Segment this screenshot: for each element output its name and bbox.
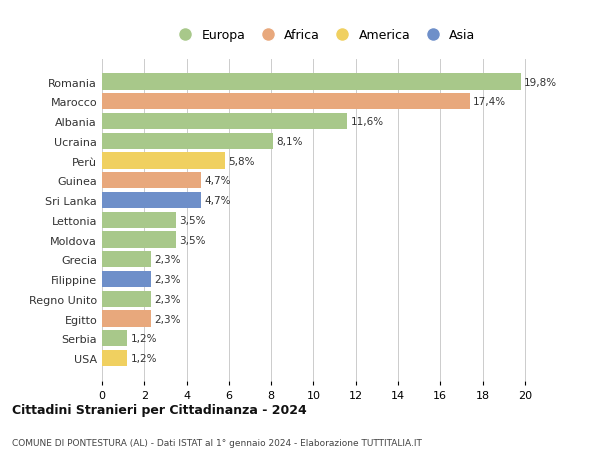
- Text: 1,2%: 1,2%: [131, 353, 157, 363]
- Bar: [102, 173, 202, 189]
- Text: 4,7%: 4,7%: [205, 176, 231, 186]
- Bar: [102, 350, 127, 366]
- Legend: Europa, Africa, America, Asia: Europa, Africa, America, Asia: [167, 24, 481, 47]
- Bar: [102, 291, 151, 307]
- Text: Cittadini Stranieri per Cittadinanza - 2024: Cittadini Stranieri per Cittadinanza - 2…: [12, 403, 307, 416]
- Text: 11,6%: 11,6%: [350, 117, 383, 127]
- Text: 3,5%: 3,5%: [179, 215, 206, 225]
- Bar: [102, 153, 224, 169]
- Bar: [102, 311, 151, 327]
- Bar: [102, 271, 151, 287]
- Bar: [102, 252, 151, 268]
- Text: 2,3%: 2,3%: [154, 255, 181, 265]
- Bar: [102, 192, 202, 209]
- Bar: [102, 232, 176, 248]
- Text: 4,7%: 4,7%: [205, 196, 231, 206]
- Text: COMUNE DI PONTESTURA (AL) - Dati ISTAT al 1° gennaio 2024 - Elaborazione TUTTITA: COMUNE DI PONTESTURA (AL) - Dati ISTAT a…: [12, 438, 422, 447]
- Text: 5,8%: 5,8%: [228, 156, 254, 166]
- Text: 2,3%: 2,3%: [154, 294, 181, 304]
- Text: 2,3%: 2,3%: [154, 274, 181, 285]
- Bar: [102, 74, 521, 90]
- Bar: [102, 94, 470, 110]
- Bar: [102, 114, 347, 130]
- Text: 3,5%: 3,5%: [179, 235, 206, 245]
- Bar: [102, 212, 176, 229]
- Text: 17,4%: 17,4%: [473, 97, 506, 107]
- Text: 1,2%: 1,2%: [131, 334, 157, 344]
- Text: 19,8%: 19,8%: [524, 78, 557, 87]
- Text: 2,3%: 2,3%: [154, 314, 181, 324]
- Bar: [102, 330, 127, 347]
- Text: 8,1%: 8,1%: [277, 136, 303, 146]
- Bar: [102, 134, 273, 150]
